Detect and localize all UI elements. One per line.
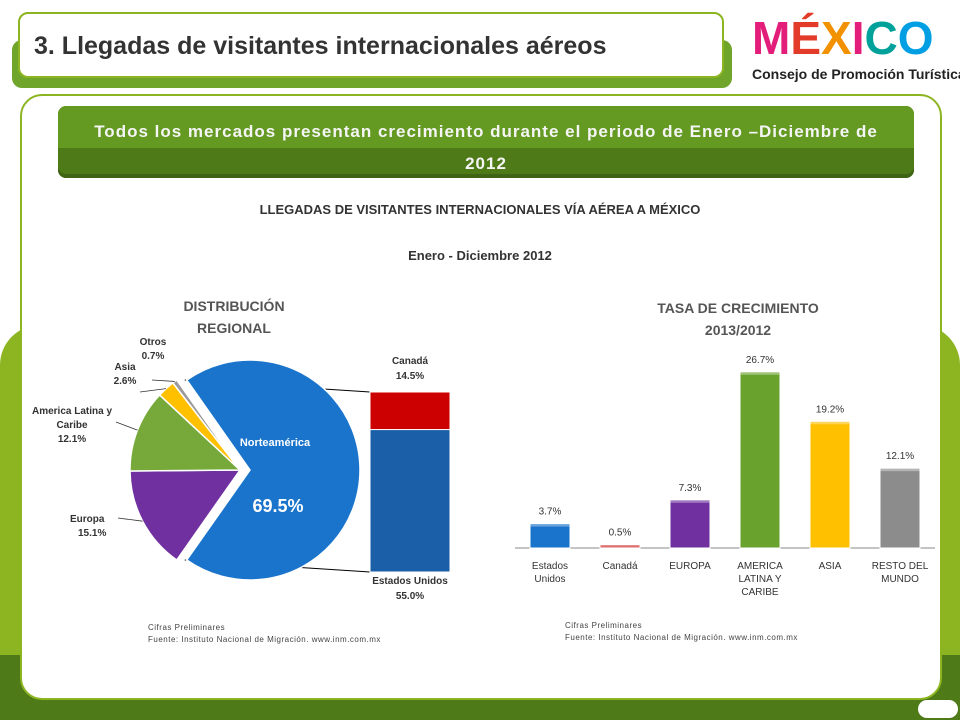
breakdown-label: Canadá	[392, 356, 429, 367]
main-chart-title: LLEGADAS DE VISITANTES INTERNACIONALES V…	[259, 202, 701, 217]
pie-leader-line	[139, 388, 167, 393]
bar-category-label: Canadá	[602, 561, 637, 572]
bar-highlight	[670, 499, 710, 503]
headline-banner: Todos los mercados presentan crecimiento…	[58, 106, 914, 178]
bar-category-label: AMERICA	[737, 561, 783, 572]
logo-subtitle: Consejo de Promoción Turística	[752, 66, 960, 82]
breakdown-label: Estados Unidos	[372, 576, 448, 587]
bar	[669, 499, 711, 549]
note-left-line-1: Cifras Preliminares	[148, 623, 226, 632]
bar-data-label: 12.1%	[886, 451, 914, 462]
bar-category-label: EUROPA	[669, 561, 711, 572]
bar-highlight	[810, 421, 850, 425]
pie-slice-value: 2.6%	[114, 376, 137, 387]
bar-data-label: 3.7%	[539, 507, 562, 518]
bar-data-label: 26.7%	[746, 355, 774, 366]
pie-slice-label: Caribe	[56, 420, 88, 431]
pie-leader-line	[115, 421, 138, 431]
pie-leader-line	[117, 517, 143, 522]
svg-text:MÉXICO: MÉXICO	[752, 12, 934, 64]
bar-highlight	[880, 468, 920, 472]
title-box: 3. Llegadas de visitantes internacionale…	[18, 12, 724, 78]
bar-category-label: CARIBE	[741, 587, 779, 598]
pie-slice	[185, 359, 361, 581]
note-right-line-1: Cifras Preliminares	[565, 621, 643, 630]
page-number-tab	[918, 700, 958, 718]
pie-title-line: DISTRIBUCIÓN	[183, 297, 284, 314]
bar	[529, 523, 571, 549]
pie-slice-value: 69.5%	[252, 496, 303, 516]
main-chart-subtitle: Enero - Diciembre 2012	[408, 248, 552, 263]
banner-highlight	[58, 106, 914, 148]
breakdown-segment	[369, 391, 451, 431]
pie-slice	[129, 469, 242, 562]
pie-leader-line	[151, 379, 175, 382]
breakdown-value: 55.0%	[396, 591, 424, 602]
bar-category-label: Unidos	[534, 574, 565, 585]
bar-data-label: 19.2%	[816, 404, 844, 415]
pie-slice	[171, 378, 241, 471]
banner-line-2: 2012	[465, 154, 507, 173]
bar-category-label: LATINA Y	[739, 574, 782, 585]
source-note-left: Cifras Preliminares Fuente: Instituto Na…	[148, 622, 381, 646]
source-note-right: Cifras Preliminares Fuente: Instituto Na…	[565, 620, 798, 644]
bar-category-label: Estados	[532, 561, 568, 572]
bar-data-label: 0.5%	[609, 528, 632, 539]
pie-slice-label: Norteamérica	[240, 437, 311, 449]
breakdown-value: 14.5%	[396, 371, 424, 382]
pie-slice-label: Asia	[114, 362, 136, 373]
bar-chart-title-line: TASA DE CRECIMIENTO	[657, 300, 819, 316]
bar-data-label: 7.3%	[679, 483, 702, 494]
bar	[879, 467, 921, 549]
mexico-logo: MÉXICO Consejo de Promoción Turística	[752, 8, 960, 88]
note-left-line-2: Fuente: Instituto Nacional de Migración.…	[148, 635, 381, 644]
banner-text: Todos los mercados presentan crecimiento…	[68, 116, 904, 180]
banner-line-1: Todos los mercados presentan crecimiento…	[94, 122, 878, 141]
content-panel	[20, 94, 942, 700]
pie-slice-value: 15.1%	[78, 528, 106, 539]
pie-slice-value: 12.1%	[58, 434, 86, 445]
page-title: 3. Llegadas de visitantes internacionale…	[34, 32, 607, 60]
bar-category-label: MUNDO	[881, 574, 919, 585]
pie-slice-label: Europa	[70, 514, 105, 525]
bar	[599, 544, 641, 549]
bar-category-label: ASIA	[819, 561, 842, 572]
bar-category-label: RESTO DEL	[872, 561, 929, 572]
bar-highlight	[600, 544, 640, 548]
pie-title-line: REGIONAL	[197, 320, 271, 336]
mexico-logo-word: MÉXICO	[752, 12, 934, 64]
bar-chart-title-line: 2013/2012	[705, 322, 771, 338]
bar	[809, 420, 851, 549]
pie-slice-label: America Latina y	[32, 406, 112, 417]
breakdown-segment	[369, 429, 451, 573]
pie-slice-label: Otros	[140, 337, 167, 348]
note-right-line-2: Fuente: Instituto Nacional de Migración.…	[565, 633, 798, 642]
bar	[739, 371, 781, 549]
pie-slice-value: 0.7%	[142, 351, 165, 362]
bar-highlight	[740, 371, 780, 375]
bar-highlight	[530, 523, 570, 527]
